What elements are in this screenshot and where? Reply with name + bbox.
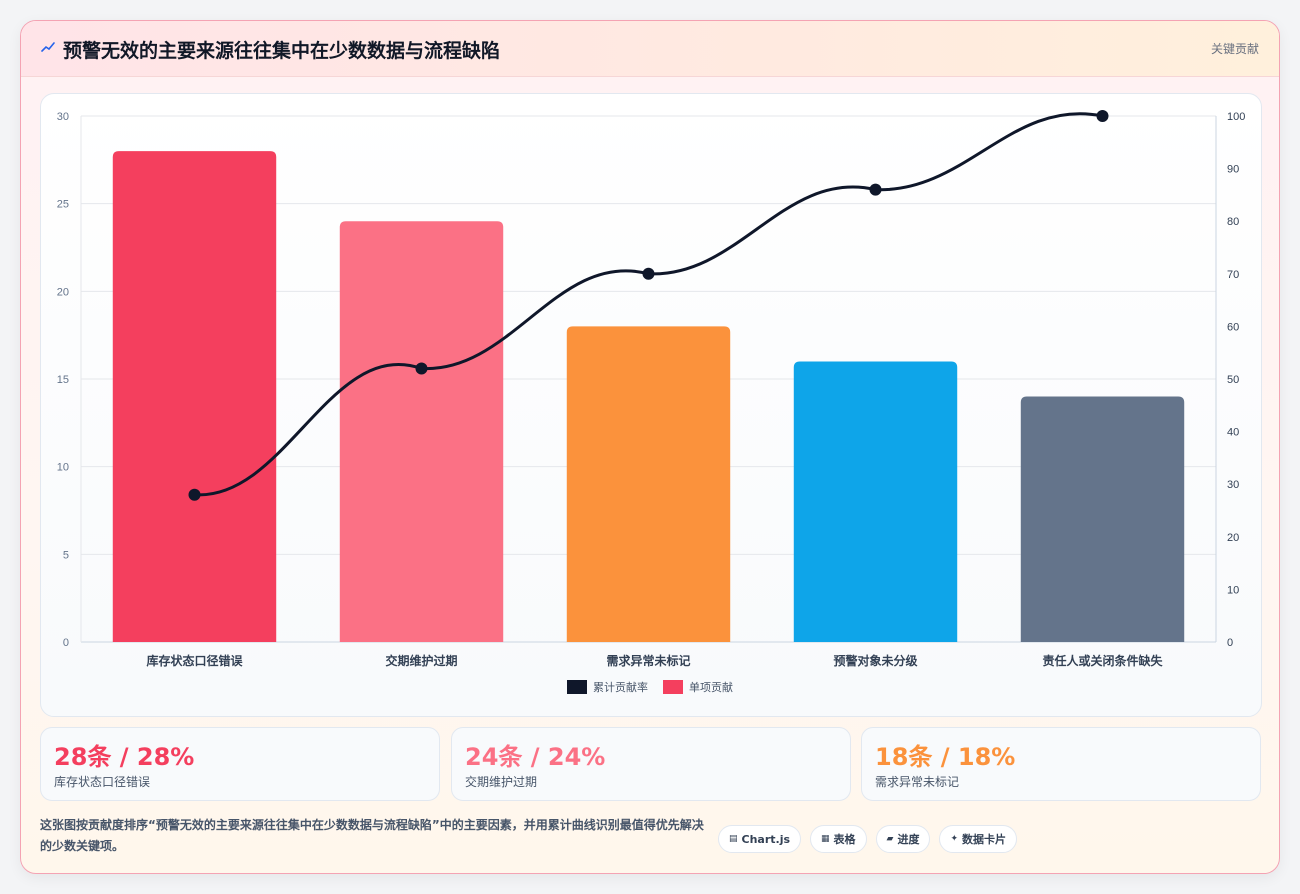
kpi-value: 18条 / 18% (875, 743, 1016, 771)
header-tag: 关键贡献 (1210, 42, 1259, 56)
y-left-tick-label: 10 (57, 462, 69, 474)
chip-data-card[interactable]: ✦ 数据卡片 (939, 825, 1018, 853)
y-left-tick-label: 30 (57, 111, 69, 123)
kpi-label: 交期维护过期 (465, 775, 538, 789)
y-left-tick-label: 15 (57, 374, 69, 386)
x-tick-label: 需求异常未标记 (606, 653, 690, 668)
y-right-tick-label: 50 (1227, 374, 1239, 386)
y-right-tick-label: 70 (1227, 269, 1239, 281)
y-right-tick-label: 30 (1227, 479, 1239, 491)
chip-label: 数据卡片 (962, 833, 1007, 846)
card-header: 预警无效的主要来源往往集中在少数数据与流程缺陷 关键贡献 (21, 21, 1279, 77)
y-right-tick-label: 90 (1227, 164, 1239, 176)
kpi-card-3: 18条 / 18% 需求异常未标记 (861, 727, 1261, 801)
y-right-tick-label: 80 (1227, 216, 1239, 228)
chart-card: 预警无效的主要来源往往集中在少数数据与流程缺陷 关键贡献 0 5 10 15 20 25 3… (20, 20, 1280, 874)
data-card-icon: ✦ (950, 834, 959, 844)
kpi-value: 24条 / 24% (465, 743, 606, 771)
kpi-label: 库存状态口径错误 (54, 775, 151, 789)
cumulative-point-3 (642, 267, 655, 280)
y-left-tick-label: 20 (57, 286, 69, 298)
legend-swatch (663, 680, 683, 694)
legend-swatch (567, 680, 587, 694)
cumulative-point-4 (869, 183, 882, 196)
chart-panel: 0 5 10 15 20 25 30 0 10 20 30 40 50 60 70 80 90 100 库存状态口径… (40, 93, 1262, 717)
progress-icon: ▰ (886, 834, 894, 844)
y-right-tick-label: 20 (1227, 532, 1239, 544)
bar-4 (793, 361, 958, 642)
sparkline-icon (41, 42, 55, 52)
cumulative-point-1 (188, 488, 201, 501)
chip-chartjs[interactable]: ▤ Chart.js (718, 825, 802, 853)
bar-1 (112, 151, 277, 643)
y-right-tick-label: 10 (1227, 584, 1239, 596)
chip-progress[interactable]: ▰ 进度 (875, 825, 931, 853)
pareto-chart: 0 5 10 15 20 25 30 0 10 20 30 40 50 60 70 80 90 100 库存状态口径… (57, 110, 1245, 694)
x-tick-label: 预警对象未分级 (833, 653, 917, 668)
bar-2 (339, 221, 504, 642)
y-right-tick-label: 60 (1227, 321, 1239, 333)
y-right-tick-label: 100 (1227, 111, 1245, 123)
kpi-value: 28条 / 28% (54, 743, 195, 771)
chip-label: 表格 (833, 833, 856, 846)
kpi-card-2: 24条 / 24% 交期维护过期 (451, 727, 851, 801)
y-left-tick-label: 5 (63, 549, 69, 561)
bar-3 (566, 326, 731, 642)
x-tick-label: 责任人或关闭条件缺失 (1042, 653, 1163, 668)
table-icon: ▦ (821, 834, 830, 844)
x-tick-label: 库存状态口径错误 (146, 653, 243, 668)
kpi-card-1: 28条 / 28% 库存状态口径错误 (40, 727, 440, 801)
cumulative-point-2 (415, 362, 428, 375)
y-right-tick-label: 0 (1227, 637, 1233, 649)
chart-description: 这张图按贡献度排序“预警无效的主要来源往往集中在少数数据与流程缺陷”中的主要因素… (40, 818, 704, 853)
bar-5 (1020, 396, 1185, 642)
chip-table[interactable]: ▦ 表格 (810, 825, 867, 853)
x-tick-label: 交期维护过期 (385, 653, 457, 668)
y-left-tick-label: 25 (57, 199, 69, 211)
legend-label: 累计贡献率 (593, 680, 648, 694)
chip-label: Chart.js (741, 832, 791, 846)
chart-icon: ▤ (729, 834, 738, 844)
kpi-label: 需求异常未标记 (875, 775, 960, 789)
chip-label: 进度 (897, 833, 920, 846)
cumulative-point-5 (1096, 110, 1109, 122)
legend-label: 单项贡献 (689, 680, 733, 694)
feature-chips: ▤ Chart.js ▦ 表格 ▰ 进度 ✦ 数据卡片 (718, 825, 1018, 853)
y-left-tick-label: 0 (63, 637, 69, 649)
page-title: 预警无效的主要来源往往集中在少数数据与流程缺陷 (63, 40, 501, 62)
y-right-tick-label: 40 (1227, 427, 1239, 439)
